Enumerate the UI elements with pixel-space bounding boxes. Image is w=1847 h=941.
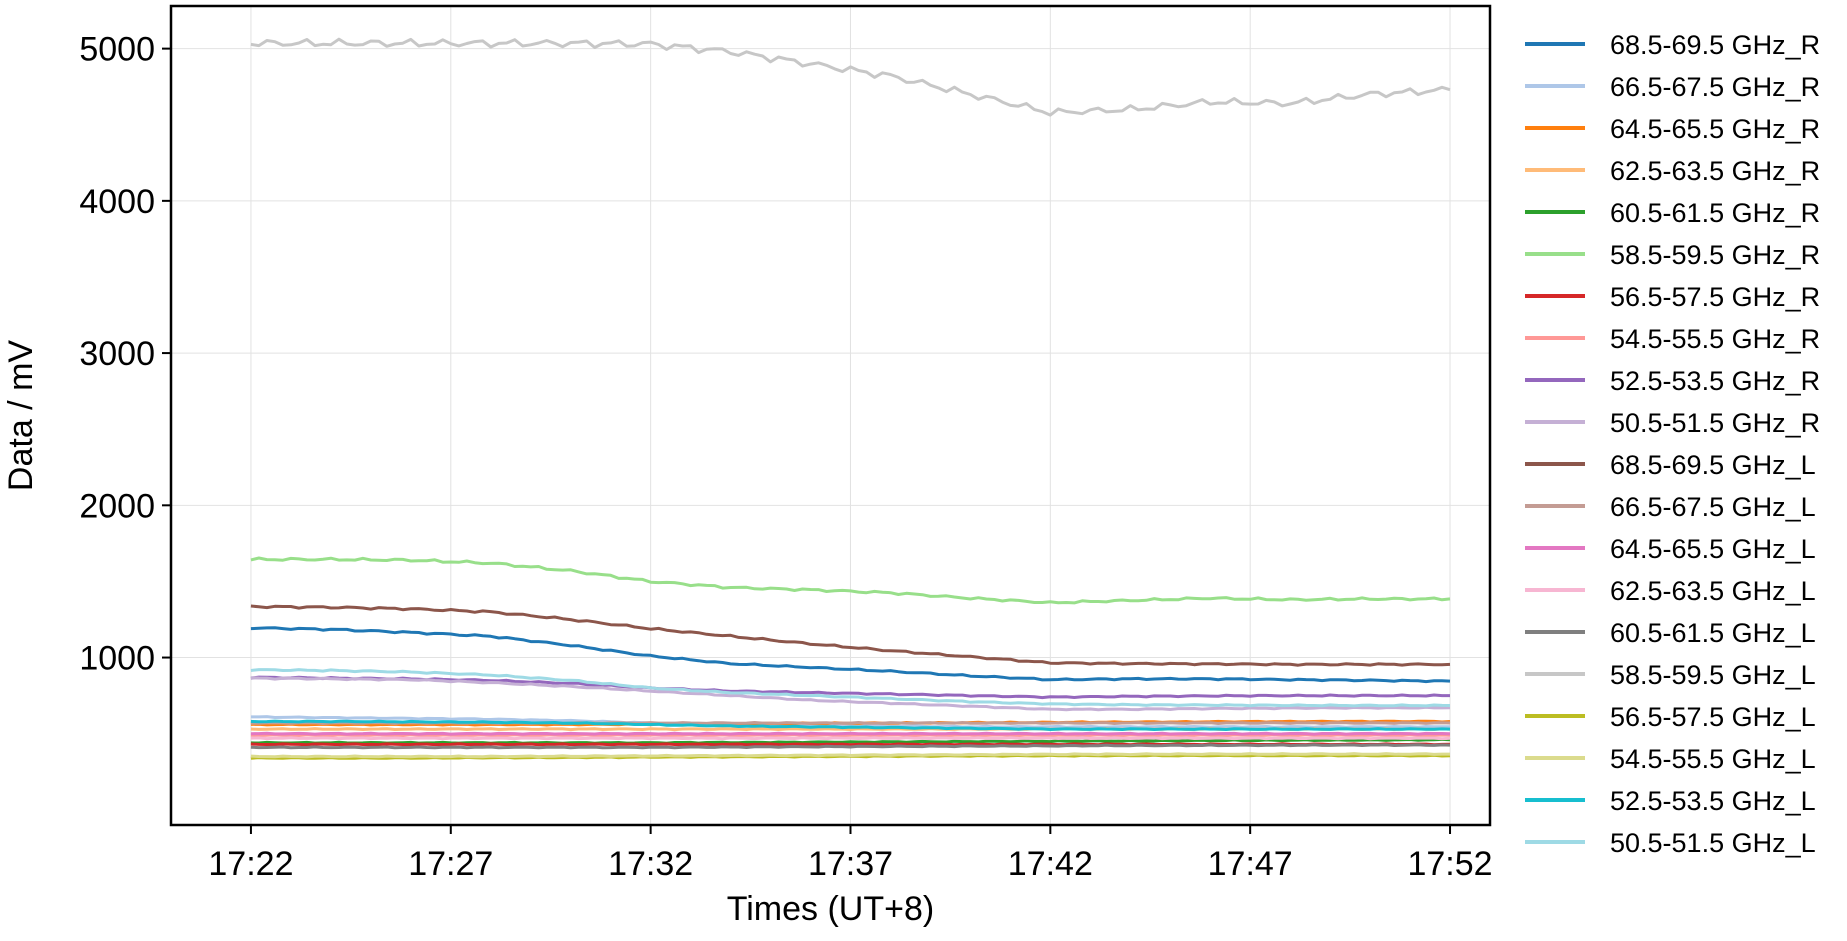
y-axis-label: Data / mV: [2, 340, 40, 491]
series-line: [250, 715, 1451, 729]
y-tick-label: 5000: [79, 31, 155, 69]
legend-label: 54.5-55.5 GHz_R: [1610, 324, 1820, 354]
x-tick-label: 17:32: [608, 845, 693, 883]
y-tick-label: 3000: [79, 335, 155, 373]
legend-label: 54.5-55.5 GHz_L: [1610, 744, 1816, 774]
series-line: [250, 675, 1450, 700]
legend-label: 52.5-53.5 GHz_L: [1610, 786, 1816, 816]
legend-label: 66.5-67.5 GHz_R: [1610, 72, 1820, 102]
legend-label: 64.5-65.5 GHz_L: [1610, 534, 1816, 564]
legend-label: 58.5-59.5 GHz_L: [1610, 660, 1816, 690]
series-line: [250, 719, 1451, 731]
y-tick-label: 4000: [79, 183, 155, 221]
legend-label: 56.5-57.5 GHz_L: [1610, 702, 1816, 732]
legend-label: 68.5-69.5 GHz_R: [1610, 30, 1820, 60]
legend-label: 56.5-57.5 GHz_R: [1610, 282, 1820, 312]
x-tick-label: 17:37: [808, 845, 893, 883]
series-line: [250, 626, 1451, 684]
legend-label: 58.5-59.5 GHz_R: [1610, 240, 1820, 270]
x-axis-label: Times (UT+8): [727, 890, 934, 928]
y-tick-label: 1000: [79, 640, 155, 678]
x-tick-label: 17:47: [1208, 845, 1293, 883]
legend-label: 66.5-67.5 GHz_L: [1610, 492, 1816, 522]
series-line: [250, 604, 1451, 667]
grid-lines: [171, 6, 1490, 825]
legend-label: 50.5-51.5 GHz_R: [1610, 408, 1820, 438]
legend: 68.5-69.5 GHz_R 66.5-67.5 GHz_R 64.5-65.5 …: [1525, 30, 1820, 858]
legend-label: 52.5-53.5 GHz_R: [1610, 366, 1820, 396]
axis-ticks: 17:22 17:27 17:32 17:37 17:42 17:47 17:52 1000 2…: [79, 31, 1492, 883]
legend-label: 64.5-65.5 GHz_R: [1610, 114, 1820, 144]
x-tick-label: 17:52: [1407, 845, 1492, 883]
legend-label: 62.5-63.5 GHz_L: [1610, 576, 1816, 606]
legend-label: 62.5-63.5 GHz_R: [1610, 156, 1820, 186]
series-line: [250, 743, 1451, 750]
legend-label: 60.5-61.5 GHz_R: [1610, 198, 1820, 228]
legend-label: 50.5-51.5 GHz_L: [1610, 828, 1816, 858]
x-tick-label: 17:27: [408, 845, 493, 883]
plot-frame: [169, 4, 1492, 827]
y-tick-label: 2000: [79, 487, 155, 525]
series-line: [250, 37, 1451, 117]
series-line: [250, 556, 1451, 605]
series-line: [250, 676, 1451, 712]
series-line: [250, 736, 1451, 741]
series-line: [250, 731, 1451, 736]
x-tick-label: 17:22: [208, 845, 293, 883]
x-tick-label: 17:42: [1008, 845, 1093, 883]
series-lines: [250, 37, 1451, 760]
legend-label: 60.5-61.5 GHz_L: [1610, 618, 1816, 648]
legend-label: 68.5-69.5 GHz_L: [1610, 450, 1816, 480]
series-line: [250, 752, 1450, 759]
series-line: [250, 668, 1451, 708]
